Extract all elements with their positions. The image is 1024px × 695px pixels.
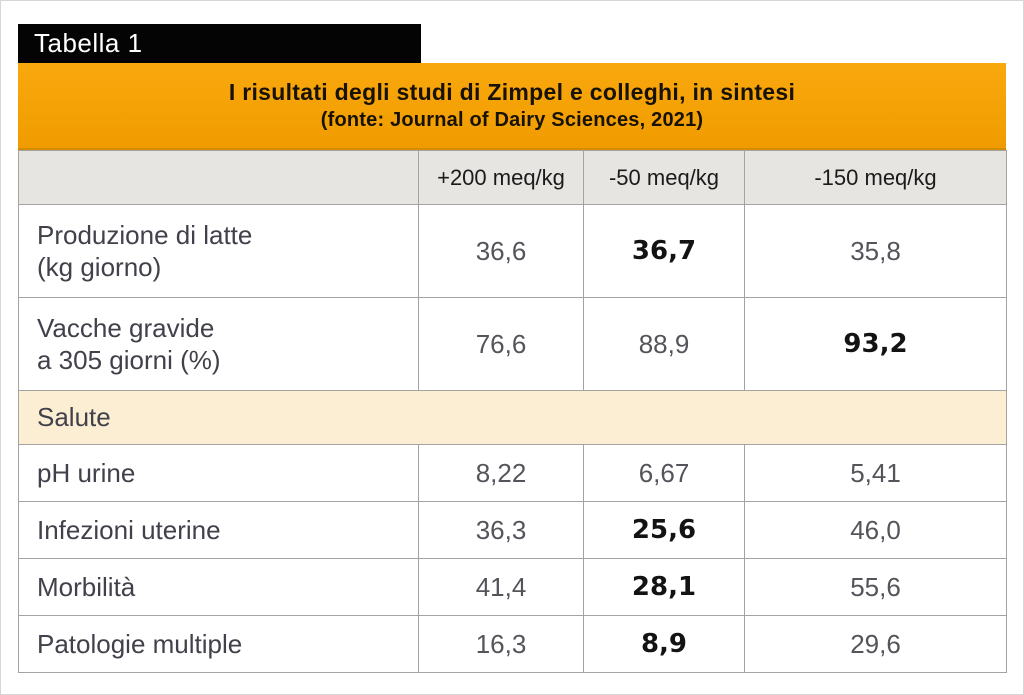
section-label: Salute	[18, 390, 1007, 445]
value-cell: 29,6	[744, 615, 1007, 673]
value-cell: 6,67	[583, 444, 745, 502]
row-label: Morbilità	[18, 558, 419, 616]
value-cell: 5,41	[744, 444, 1007, 502]
section-row: Salute	[18, 390, 1007, 445]
column-header: +200 meq/kg	[418, 150, 584, 205]
table-row: Vacche gravide a 305 giorni (%) 76,6 88,9 93…	[18, 297, 1007, 391]
value-cell: 46,0	[744, 501, 1007, 559]
value-cell: 36,6	[418, 204, 584, 298]
value-cell: 41,4	[418, 558, 584, 616]
corner-cell	[18, 150, 419, 205]
table-row: Patologie multiple 16,3 8,9 29,6	[18, 615, 1007, 673]
table-row: Produzione di latte (kg giorno) 36,6 36,7 35…	[18, 204, 1007, 298]
results-table: +200 meq/kg -50 meq/kg -150 meq/kg Produzio…	[18, 150, 1007, 673]
table-title: I risultati degli studi di Zimpel e coll…	[228, 79, 796, 105]
value-cell: 55,6	[744, 558, 1007, 616]
table-title-banner: I risultati degli studi di Zimpel e coll…	[18, 63, 1006, 150]
value-cell: 8,9	[583, 615, 745, 673]
value-cell: 93,2	[744, 297, 1007, 391]
row-label: Infezioni uterine	[18, 501, 419, 559]
table-row: Morbilità 41,4 28,1 55,6	[18, 558, 1007, 616]
row-label: Vacche gravide a 305 giorni (%)	[18, 297, 419, 391]
value-cell: 36,3	[418, 501, 584, 559]
value-cell: 8,22	[418, 444, 584, 502]
value-cell: 35,8	[744, 204, 1007, 298]
row-label: Patologie multiple	[18, 615, 419, 673]
header-row: +200 meq/kg -50 meq/kg -150 meq/kg	[18, 150, 1007, 205]
table-source: (fonte: Journal of Dairy Sciences, 2021)	[320, 109, 704, 131]
table-number-tab: Tabella 1	[18, 24, 421, 63]
value-cell: 36,7	[583, 204, 745, 298]
table-number-label: Tabella 1	[34, 28, 143, 58]
results-table-body: +200 meq/kg -50 meq/kg -150 meq/kg Produzio…	[18, 150, 1007, 673]
table-row: pH urine 8,22 6,67 5,41	[18, 444, 1007, 502]
column-header: -50 meq/kg	[583, 150, 745, 205]
column-header: -150 meq/kg	[744, 150, 1007, 205]
value-cell: 25,6	[583, 501, 745, 559]
row-label: Produzione di latte (kg giorno)	[18, 204, 419, 298]
value-cell: 76,6	[418, 297, 584, 391]
row-label: pH urine	[18, 444, 419, 502]
value-cell: 16,3	[418, 615, 584, 673]
table-row: Infezioni uterine 36,3 25,6 46,0	[18, 501, 1007, 559]
value-cell: 28,1	[583, 558, 745, 616]
value-cell: 88,9	[583, 297, 745, 391]
